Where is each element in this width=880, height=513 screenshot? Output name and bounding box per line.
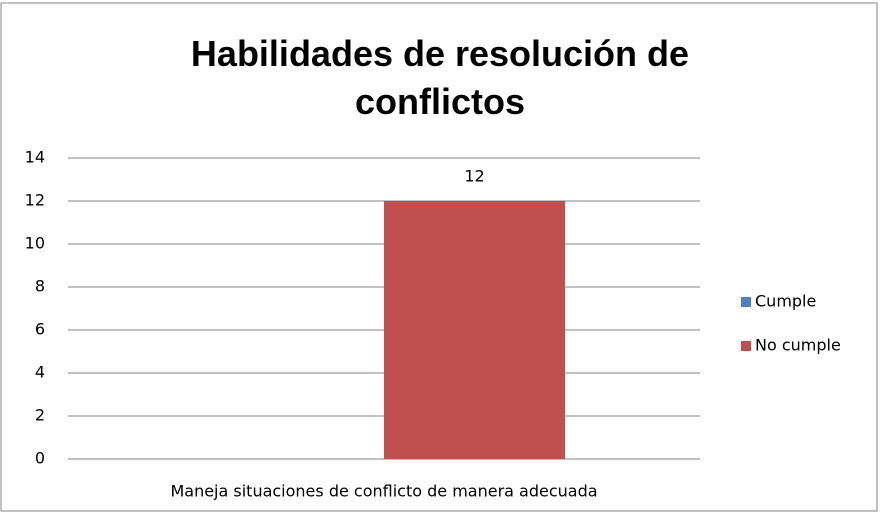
y-tick-label: 0 <box>35 449 45 468</box>
chart-title: Habilidades de resolución de conflictos <box>190 33 690 122</box>
y-tick-label: 8 <box>35 277 45 296</box>
y-tick-label: 2 <box>35 406 45 425</box>
y-tick-label: 6 <box>35 320 45 339</box>
legend-swatch <box>741 297 751 307</box>
y-tick-label: 12 <box>25 191 45 210</box>
y-tick-label: 14 <box>25 148 45 167</box>
x-tick-label: Maneja situaciones de conflicto de maner… <box>170 482 597 501</box>
bar <box>384 201 565 459</box>
data-label: 12 <box>464 167 484 186</box>
legend-label: No cumple <box>755 336 841 355</box>
y-tick-label: 10 <box>25 234 45 253</box>
legend-label: Cumple <box>755 292 816 311</box>
y-tick-label: 4 <box>35 363 45 382</box>
legend-swatch <box>741 341 751 351</box>
